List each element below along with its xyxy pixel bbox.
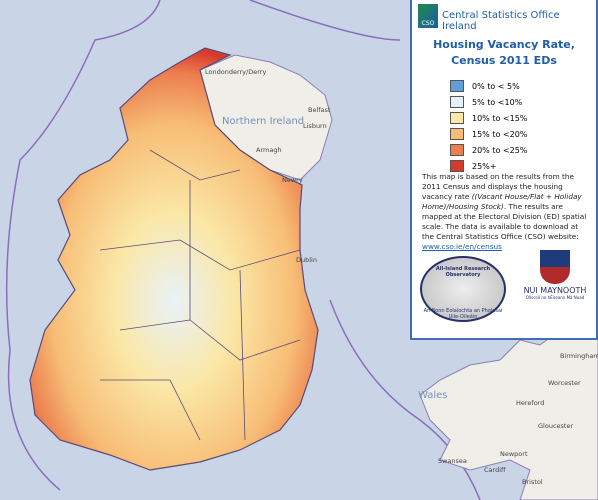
place-label: Northern Ireland <box>222 116 304 127</box>
title: Census 2011 EDs <box>451 54 557 67</box>
legend-label: 10% to <15% <box>472 113 528 123</box>
boundary-line <box>249 0 401 41</box>
legend-item: 5% to <10% <box>450 96 522 108</box>
legend-swatch <box>450 112 464 124</box>
crest <box>540 250 570 284</box>
place-label: Newport <box>500 450 528 458</box>
legend-item: 15% to <20% <box>450 128 527 140</box>
nui-logo: NUI MAYNOOTH Ollscoil na hÉireann Má Nuad <box>520 250 590 300</box>
title: Housing Vacancy Rate, <box>433 38 575 51</box>
legend-item: 25%+ <box>450 160 496 172</box>
text: . The results are mapped at the Electora… <box>422 202 587 241</box>
place-label: Dublin <box>296 256 317 264</box>
republic-of-ireland <box>29 47 319 471</box>
boundary-line <box>5 0 161 491</box>
legend-label: 5% to <10% <box>472 97 523 107</box>
text: This map is based on the results from th… <box>422 172 574 201</box>
legend-label: 0% to < 5% <box>472 81 520 91</box>
legend-swatch <box>450 144 464 156</box>
legend-label: 20% to <25% <box>472 145 528 155</box>
legend-panel: CSO Central Statistics Office Ireland Ho… <box>410 0 598 340</box>
legend-item: 10% to <15% <box>450 112 527 124</box>
place-label: Swansea <box>438 457 467 465</box>
airo-logo: All-Island Research Observatory An Bonn E… <box>420 256 506 322</box>
text: All-Island Research Observatory <box>435 266 491 278</box>
link[interactable]: www.cso.ie/en/census <box>422 242 502 251</box>
text: An Bonn Eolaíochta an Pholasaí Uile-Oile… <box>423 308 503 320</box>
place-label: Cardiff <box>484 466 506 474</box>
legend-item: 20% to <25% <box>450 144 527 156</box>
legend-label: 25%+ <box>472 161 497 171</box>
place-label: Bristol <box>522 478 543 486</box>
boundary-line <box>329 299 481 500</box>
legend-label: 15% to <20% <box>472 129 528 139</box>
place-label: Birmingham <box>560 352 598 360</box>
cso-icon: CSO <box>418 4 438 28</box>
legend-swatch <box>450 80 464 92</box>
text: NUI MAYNOOTH <box>523 286 587 295</box>
place-label: Hereford <box>516 399 544 407</box>
great-britain <box>419 299 598 500</box>
place-label: Newry <box>282 176 303 184</box>
organisation: Central Statistics Office Ireland <box>442 10 560 32</box>
place-label: Belfast <box>308 106 331 114</box>
text: ((Vacant House/Flat + Holiday Home)/Hous… <box>422 192 582 211</box>
legend-item: 0% to < 5% <box>450 80 520 92</box>
legend-swatch <box>450 128 464 140</box>
legend-swatch <box>450 96 464 108</box>
text: Ollscoil na hÉireann Má Nuad <box>525 295 585 300</box>
place-label: Wales <box>418 390 448 401</box>
place-label: Gloucester <box>538 422 573 430</box>
place-label: Lisburn <box>303 122 327 130</box>
place-label: Londonderry/Derry <box>205 68 266 76</box>
place-label: Armagh <box>256 146 282 154</box>
description: This map is based on the results from th… <box>422 172 588 252</box>
county-borders <box>99 149 301 441</box>
legend-swatch <box>450 160 464 172</box>
place-label: Worcester <box>548 379 581 387</box>
